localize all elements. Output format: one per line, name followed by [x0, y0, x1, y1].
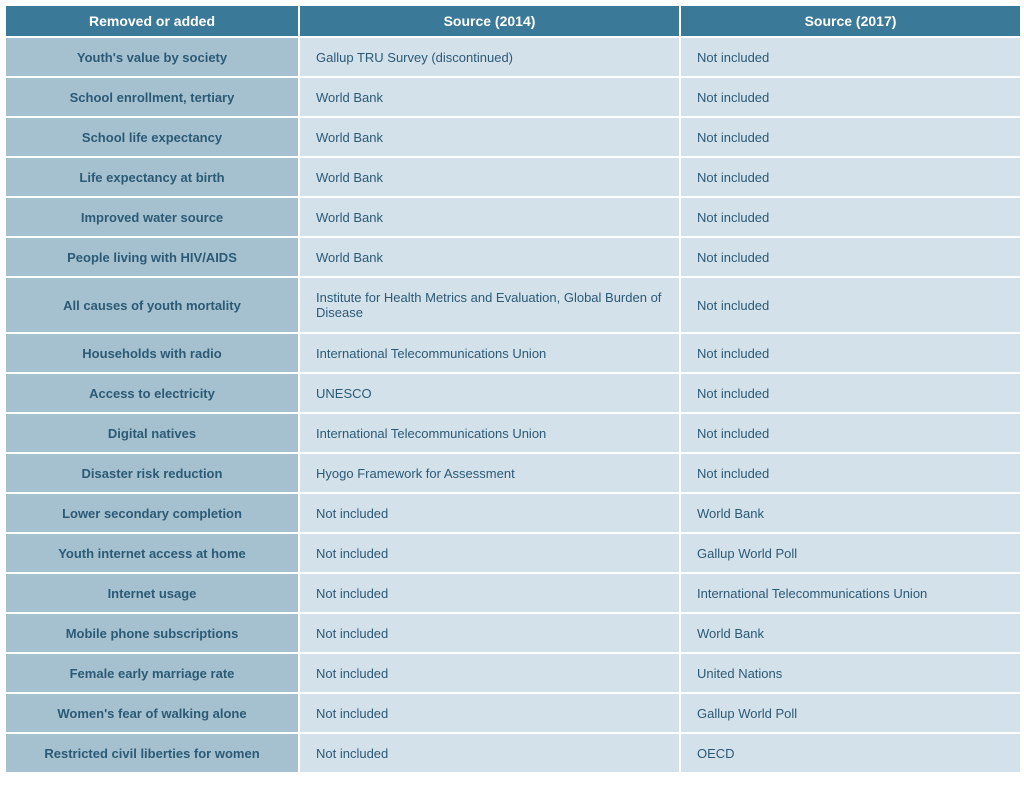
cell-indicator: All causes of youth mortality: [5, 277, 299, 333]
table-row: Mobile phone subscriptionsNot includedWo…: [5, 613, 1021, 653]
table-body: Youth's value by societyGallup TRU Surve…: [5, 37, 1021, 773]
cell-source-2017: World Bank: [680, 493, 1021, 533]
cell-source-2017: Not included: [680, 117, 1021, 157]
header-source-2017: Source (2017): [680, 5, 1021, 37]
cell-indicator: Youth internet access at home: [5, 533, 299, 573]
cell-indicator: School enrollment, tertiary: [5, 77, 299, 117]
cell-source-2017: United Nations: [680, 653, 1021, 693]
cell-indicator: Internet usage: [5, 573, 299, 613]
cell-source-2014: World Bank: [299, 197, 680, 237]
cell-source-2014: Not included: [299, 493, 680, 533]
table-row: Youth's value by societyGallup TRU Surve…: [5, 37, 1021, 77]
cell-source-2014: Not included: [299, 733, 680, 773]
cell-source-2017: Not included: [680, 77, 1021, 117]
cell-source-2017: World Bank: [680, 613, 1021, 653]
cell-indicator: Restricted civil liberties for women: [5, 733, 299, 773]
table-row: Youth internet access at homeNot include…: [5, 533, 1021, 573]
cell-source-2014: World Bank: [299, 77, 680, 117]
cell-source-2014: International Telecommunications Union: [299, 333, 680, 373]
cell-source-2017: Gallup World Poll: [680, 693, 1021, 733]
cell-indicator: School life expectancy: [5, 117, 299, 157]
cell-indicator: Youth's value by society: [5, 37, 299, 77]
cell-source-2017: Not included: [680, 413, 1021, 453]
cell-source-2017: Not included: [680, 453, 1021, 493]
table-row: School life expectancyWorld BankNot incl…: [5, 117, 1021, 157]
cell-indicator: Mobile phone subscriptions: [5, 613, 299, 653]
table-row: Female early marriage rateNot includedUn…: [5, 653, 1021, 693]
cell-indicator: People living with HIV/AIDS: [5, 237, 299, 277]
header-removed-or-added: Removed or added: [5, 5, 299, 37]
cell-indicator: Access to electricity: [5, 373, 299, 413]
cell-source-2014: Not included: [299, 533, 680, 573]
table-row: Restricted civil liberties for womenNot …: [5, 733, 1021, 773]
table-row: School enrollment, tertiaryWorld BankNot…: [5, 77, 1021, 117]
cell-source-2014: Not included: [299, 573, 680, 613]
table-header-row: Removed or added Source (2014) Source (2…: [5, 5, 1021, 37]
cell-source-2017: Not included: [680, 197, 1021, 237]
table-row: Digital nativesInternational Telecommuni…: [5, 413, 1021, 453]
cell-source-2014: Not included: [299, 693, 680, 733]
cell-indicator: Women's fear of walking alone: [5, 693, 299, 733]
cell-source-2014: World Bank: [299, 157, 680, 197]
cell-source-2017: Not included: [680, 157, 1021, 197]
table-row: Disaster risk reductionHyogo Framework f…: [5, 453, 1021, 493]
table-row: People living with HIV/AIDSWorld BankNot…: [5, 237, 1021, 277]
cell-indicator: Female early marriage rate: [5, 653, 299, 693]
cell-source-2014: International Telecommunications Union: [299, 413, 680, 453]
cell-source-2017: Not included: [680, 237, 1021, 277]
cell-indicator: Households with radio: [5, 333, 299, 373]
cell-source-2014: Hyogo Framework for Assessment: [299, 453, 680, 493]
cell-source-2017: Not included: [680, 37, 1021, 77]
cell-indicator: Disaster risk reduction: [5, 453, 299, 493]
cell-source-2014: Not included: [299, 653, 680, 693]
cell-indicator: Improved water source: [5, 197, 299, 237]
cell-source-2014: Not included: [299, 613, 680, 653]
table-row: Households with radioInternational Telec…: [5, 333, 1021, 373]
table-row: Women's fear of walking aloneNot include…: [5, 693, 1021, 733]
header-source-2014: Source (2014): [299, 5, 680, 37]
cell-source-2014: World Bank: [299, 117, 680, 157]
cell-source-2017: OECD: [680, 733, 1021, 773]
cell-indicator: Lower secondary completion: [5, 493, 299, 533]
cell-source-2017: Gallup World Poll: [680, 533, 1021, 573]
table-row: Access to electricityUNESCONot included: [5, 373, 1021, 413]
cell-source-2014: UNESCO: [299, 373, 680, 413]
cell-source-2017: Not included: [680, 277, 1021, 333]
table-row: Internet usageNot includedInternational …: [5, 573, 1021, 613]
cell-source-2017: Not included: [680, 373, 1021, 413]
cell-indicator: Life expectancy at birth: [5, 157, 299, 197]
table-row: Life expectancy at birthWorld BankNot in…: [5, 157, 1021, 197]
cell-source-2017: International Telecommunications Union: [680, 573, 1021, 613]
cell-source-2014: Institute for Health Metrics and Evaluat…: [299, 277, 680, 333]
cell-indicator: Digital natives: [5, 413, 299, 453]
cell-source-2014: Gallup TRU Survey (discontinued): [299, 37, 680, 77]
cell-source-2014: World Bank: [299, 237, 680, 277]
comparison-table: Removed or added Source (2014) Source (2…: [4, 4, 1022, 774]
table-row: All causes of youth mortalityInstitute f…: [5, 277, 1021, 333]
table-row: Improved water sourceWorld BankNot inclu…: [5, 197, 1021, 237]
cell-source-2017: Not included: [680, 333, 1021, 373]
table-row: Lower secondary completionNot includedWo…: [5, 493, 1021, 533]
